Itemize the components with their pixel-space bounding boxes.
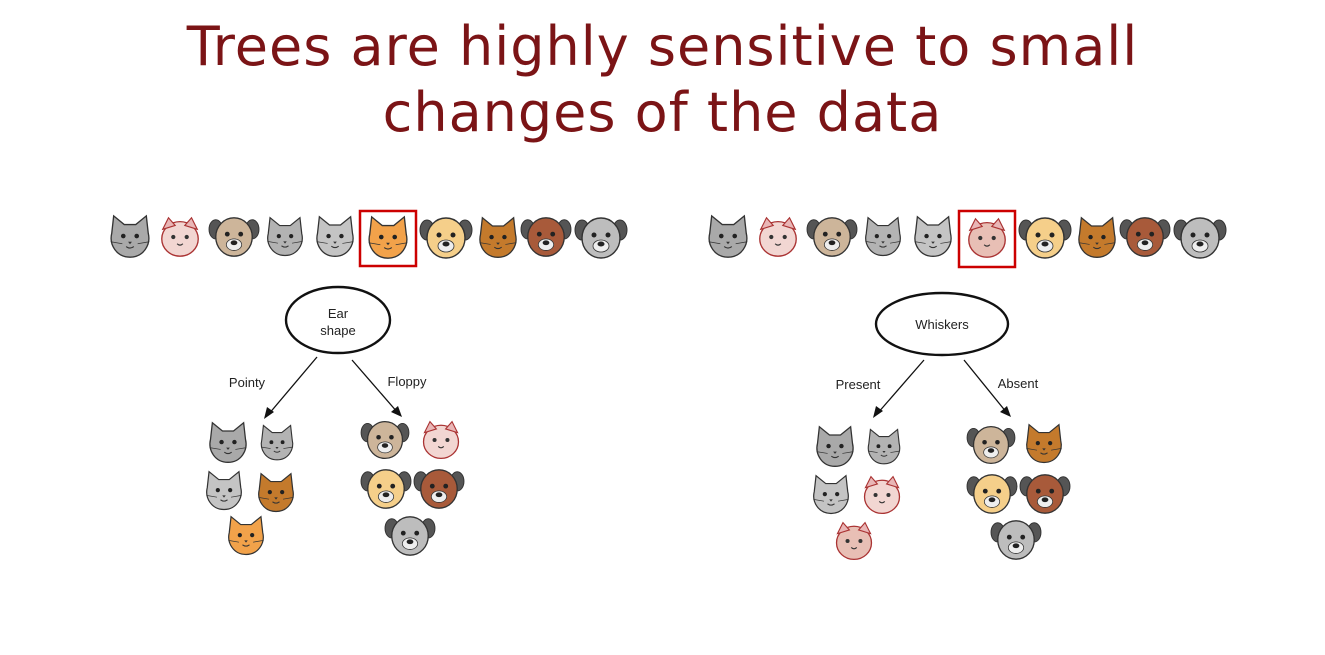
floppy-label: Floppy [387,374,427,389]
gray-cat-icon [864,216,902,257]
right-present-leaf [812,426,901,561]
pug-icon [806,217,858,257]
gray-cat-icon [205,470,243,511]
brown-dog-icon [413,469,465,509]
left-floppy-leaf [360,420,465,556]
gray-dog-icon [574,217,628,259]
gray-cat-icon [867,428,901,465]
left-animal-row [110,209,628,268]
gray-dog-icon [990,520,1042,560]
yellow-dog-icon [1018,217,1072,259]
gray-cat-icon [708,215,748,258]
brown-cat-icon [257,472,295,513]
pug-icon [208,217,260,257]
gray-cat-icon [266,216,304,257]
highlight-box [358,209,418,268]
brown-cat-icon [1077,217,1117,259]
present-label: Present [836,377,881,392]
brown-dog-icon [1119,217,1171,257]
pink-cat-icon [863,475,901,515]
gray-cat-icon [913,216,953,257]
gray-cat-icon [208,422,248,463]
highlight-box [957,209,1017,269]
pink-cat-icon [968,218,1006,258]
ear-shape-label-1: Ear [328,306,349,321]
left-pointy-leaf [205,422,295,556]
pink-cat-icon [759,217,797,257]
slide-title-line-1: Trees are highly sensitive to small [186,15,1139,78]
pink-cat-icon [161,217,199,257]
orange-cat-icon [227,516,265,556]
gray-cat-icon [815,426,855,467]
gray-dog-icon [1173,217,1227,259]
gray-cat-icon [315,216,355,257]
pug-icon [360,420,410,460]
pink-cat-icon [422,420,460,460]
gray-cat-icon [260,424,294,461]
brown-cat-icon [478,217,518,259]
right-absent-leaf [966,423,1071,560]
brown-cat-icon [1025,423,1063,464]
slide-title: Trees are highly sensitive to small chan… [0,14,1325,146]
ear-shape-node [284,285,392,355]
ear-shape-label-2: shape [320,323,355,338]
yellow-dog-icon [419,217,473,259]
pointy-label: Pointy [229,375,266,390]
orange-cat-icon [368,216,408,259]
pink-cat-icon [835,521,873,561]
gray-dog-icon [384,516,436,556]
brown-dog-icon [520,217,572,257]
gray-cat-icon [812,474,850,515]
yellow-dog-icon [360,469,412,509]
brown-dog-icon [1019,474,1071,514]
right-animal-row [708,209,1227,269]
slide-title-line-2: changes of the data [382,81,943,144]
absent-label: Absent [998,376,1039,391]
gray-cat-icon [110,215,150,258]
pug-icon [966,425,1016,465]
whiskers-label: Whiskers [915,317,969,332]
whiskers-node [874,291,1010,357]
left-tree: Ear shape Pointy Floppy [229,285,427,419]
right-tree: Whiskers Present Absent [836,291,1039,418]
yellow-dog-icon [966,474,1018,514]
